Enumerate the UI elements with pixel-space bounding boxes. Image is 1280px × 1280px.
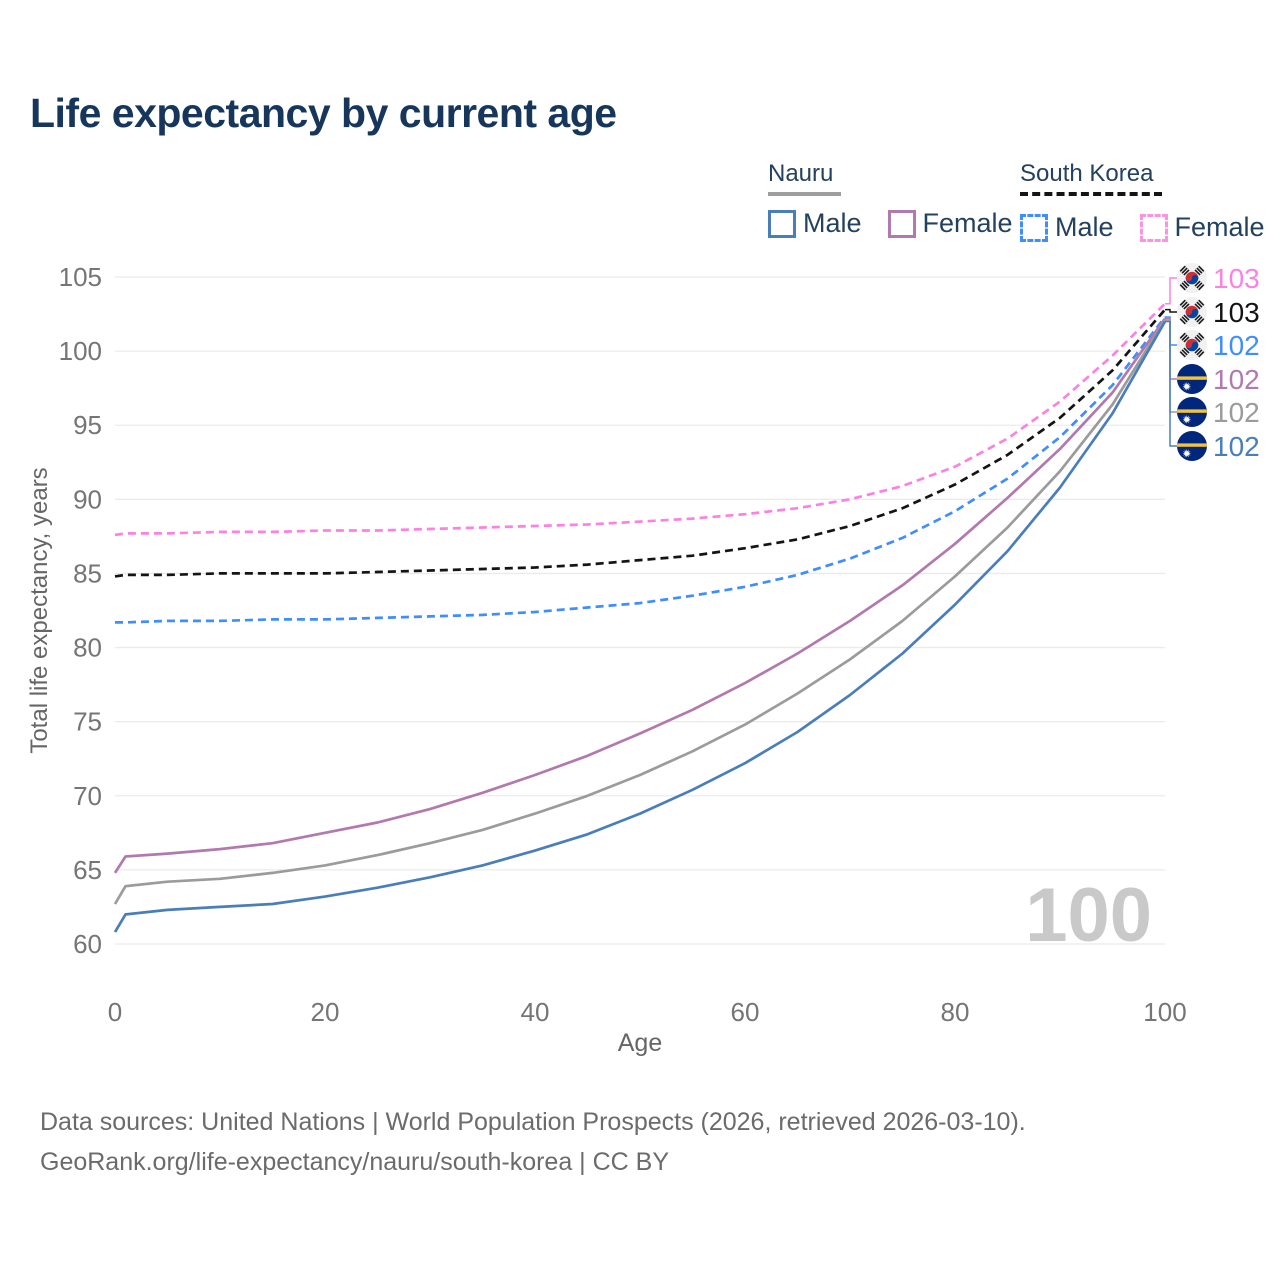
south-korea-flag-icon — [1177, 297, 1207, 327]
x-tick-label: 20 — [311, 997, 340, 1027]
y-axis-title: Total life expectancy, years — [26, 467, 53, 753]
series-line-south-korea-female — [114, 302, 1166, 537]
series-line-nauru-female — [113, 317, 1167, 874]
end-value-nauru-female: 102 — [1213, 364, 1260, 395]
south-korea-flag-icon — [1177, 330, 1207, 360]
attribution-link-text[interactable]: GeoRank.org/life-expectancy/nauru/south-… — [40, 1148, 670, 1176]
end-value-nauru: 102 — [1213, 397, 1260, 428]
legend-country-nauru: Nauru — [768, 160, 834, 187]
nauru-flag-icon — [1177, 431, 1207, 461]
nauru-flag-icon — [1177, 397, 1207, 427]
series-line-nauru — [113, 319, 1167, 905]
legend-label: Female — [922, 208, 1013, 238]
y-tick-label: 85 — [73, 558, 102, 588]
legend-item-south-korea-male[interactable]: Male — [1020, 212, 1114, 243]
y-tick-label: 65 — [73, 855, 102, 885]
legend-item-nauru-male[interactable]: Male — [768, 208, 862, 239]
y-tick-label: 90 — [73, 484, 102, 514]
nauru-line-style-sample — [768, 192, 841, 196]
nauru-female-swatch-icon — [887, 209, 916, 238]
y-tick-label: 70 — [73, 781, 102, 811]
end-value-nauru-male: 102 — [1213, 431, 1260, 462]
x-axis-title: Age — [618, 1029, 662, 1057]
series-line-south-korea-male — [115, 316, 1167, 624]
y-tick-label: 75 — [73, 707, 102, 737]
y-tick-label: 60 — [73, 929, 102, 959]
legend-country-south-korea: South Korea — [1020, 160, 1154, 187]
south-korea-line-style-sample — [1020, 192, 1162, 200]
nauru-male-swatch-icon — [768, 209, 796, 238]
end-label-connector-south-korea — [1165, 308, 1177, 313]
end-label-connector-nauru — [1165, 319, 1177, 413]
x-tick-label: 0 — [108, 997, 122, 1027]
chart-title: Life expectancy by current age — [30, 90, 617, 136]
south-korea-flag-icon — [1177, 263, 1207, 293]
age-watermark: 100 — [1025, 873, 1152, 958]
x-tick-label: 100 — [1143, 997, 1186, 1027]
x-tick-label: 40 — [521, 997, 550, 1027]
legend-label: Male — [1055, 212, 1114, 242]
legend-item-south-korea-female[interactable]: Female — [1139, 212, 1265, 243]
end-value-south-korea-female: 103 — [1213, 263, 1260, 294]
legend-item-nauru-female[interactable]: Female — [887, 208, 1013, 239]
legend-label: Female — [1174, 212, 1265, 242]
end-value-south-korea-male: 102 — [1213, 330, 1260, 361]
x-tick-label: 60 — [731, 997, 760, 1027]
end-label-connector-south-korea-female — [1165, 277, 1177, 305]
line-chart: 60 65 70 75 80 85 90 95 100 105 0 20 40 60 80 100 Age Tot… — [26, 262, 1260, 1057]
data-sources-text: Data sources: United Nations | World Pop… — [40, 1108, 1026, 1136]
legend-group-nauru: Nauru Male Female — [768, 160, 1039, 239]
y-tick-label: 80 — [73, 633, 102, 663]
x-tick-label: 80 — [941, 997, 970, 1027]
gridlines: 60 65 70 75 80 85 90 95 100 105 0 20 40 60 80 100 — [59, 262, 1187, 1027]
legend-label: Male — [803, 208, 862, 238]
series-line-nauru-male — [113, 320, 1167, 933]
y-tick-label: 105 — [59, 262, 102, 292]
series-line-south-korea — [114, 308, 1167, 578]
end-label-connector-nauru-male — [1165, 320, 1177, 447]
legend-group-south-korea: South Korea Male Female — [1020, 160, 1265, 243]
y-tick-label: 100 — [59, 336, 102, 366]
south-korea-male-swatch-icon — [1020, 213, 1048, 242]
end-value-south-korea: 103 — [1213, 297, 1260, 328]
y-tick-label: 95 — [73, 410, 102, 440]
end-label-connector-nauru-female — [1165, 317, 1177, 380]
south-korea-female-swatch-icon — [1139, 213, 1168, 242]
nauru-flag-icon — [1177, 364, 1207, 394]
